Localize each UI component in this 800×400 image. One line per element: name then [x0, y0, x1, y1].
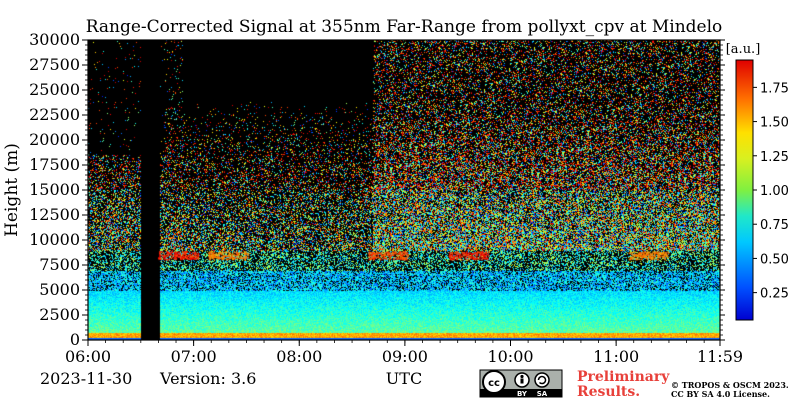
colorbar-tick-label: 1.25: [760, 150, 789, 165]
colorbar-tick-label: 1.50: [760, 116, 789, 131]
y-tick-label: 20000: [29, 130, 80, 149]
y-tick-label: 0: [70, 330, 80, 349]
date-label: 2023-11-30: [40, 369, 132, 388]
y-tick-label: 7500: [39, 255, 80, 274]
share-alike-icon: [534, 372, 550, 388]
sa-text: SA: [537, 390, 548, 398]
heatmap-image: [88, 40, 720, 340]
x-tick-label: 09:00: [382, 347, 428, 366]
cc-icon: [482, 370, 506, 394]
y-tick-label: 5000: [39, 280, 80, 299]
y-tick-label: 2500: [39, 305, 80, 324]
colorbar-ticks: 0.25 0.50 0.75 1.00 1.25 1.50 1.75: [753, 81, 789, 302]
cc-text: cc: [488, 378, 500, 389]
x-tick-label: 10:00: [487, 347, 533, 366]
by-text: BY: [517, 390, 528, 398]
y-tick-label: 12500: [29, 205, 80, 224]
copyright-line-1: © TROPOS & OSCM 2023.: [671, 380, 789, 390]
colorbar-label: [a.u.]: [726, 42, 761, 57]
y-tick-label: 30000: [29, 30, 80, 49]
y-tick-label: 15000: [29, 180, 80, 199]
colorbar-tick-label: 1.75: [760, 81, 789, 96]
colorbar-tick-label: 0.75: [760, 218, 789, 233]
results-label: Results.: [577, 384, 640, 400]
x-tick-label: 11:00: [593, 347, 639, 366]
x-tick-label: 08:00: [276, 347, 322, 366]
y-axis: 0 2500 5000 7500 10000 12500 15000 17500 20000 22…: [29, 30, 725, 349]
y-tick-label: 10000: [29, 230, 80, 249]
x-axis: 06:00 07:00 08:00 09:00 10:00 11:00 11:59: [65, 340, 743, 366]
version-label: Version: 3.6: [159, 369, 256, 388]
chart-title: Range-Corrected Signal at 355nm Far-Rang…: [86, 17, 723, 37]
y-tick-label: 27500: [29, 55, 80, 74]
y-tick-label: 17500: [29, 155, 80, 174]
colorbar-tick-label: 0.25: [760, 287, 789, 302]
plot-area: [87, 39, 721, 341]
y-axis-label: Height (m): [2, 143, 22, 237]
preliminary-label: Preliminary: [577, 369, 670, 385]
y-tick-label: 22500: [29, 105, 80, 124]
cc-license-badge[interactable]: cc BY SA: [479, 369, 563, 398]
x-tick-label: 11:59: [697, 347, 743, 366]
colorbar-tick-label: 1.00: [760, 184, 789, 199]
x-tick-label: 06:00: [65, 347, 111, 366]
colorbar-gradient: [735, 59, 754, 321]
x-tick-label: 07:00: [171, 347, 217, 366]
y-tick-label: 25000: [29, 80, 80, 99]
copyright-line-2: CC BY SA 4.0 License.: [671, 389, 770, 399]
colorbar: [a.u.] 0.25 0.50 0.75 1.00 1.25 1.50 1.75: [726, 42, 789, 321]
x-axis-label: UTC: [386, 369, 422, 388]
colorbar-tick-label: 0.50: [760, 252, 789, 267]
